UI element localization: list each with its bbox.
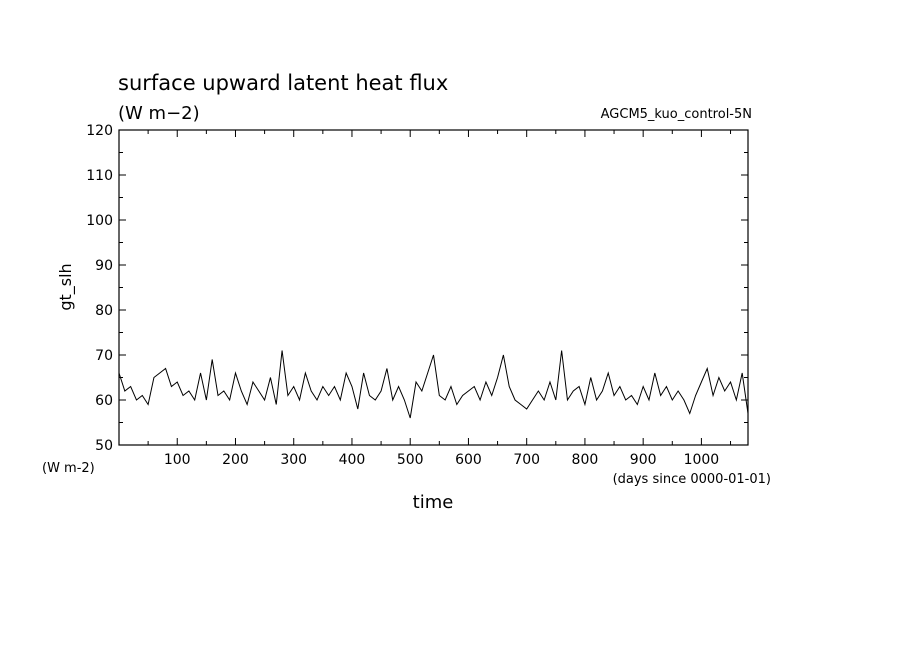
x-tick-label: 800: [572, 452, 599, 468]
plot-frame: [118, 129, 749, 446]
x-tick-label: 300: [280, 452, 307, 468]
chart-subtitle: (W m−2): [118, 103, 200, 124]
chart-title: surface upward latent heat flux: [118, 71, 448, 95]
x-tick-label: 500: [397, 452, 424, 468]
x-tick-label: 700: [513, 452, 540, 468]
series-line: [118, 350, 749, 419]
y-tick-label: 80: [95, 303, 113, 319]
y-unit-label: (W m-2): [42, 461, 95, 476]
y-tick-label: 90: [95, 258, 113, 274]
x-tick-label: 200: [222, 452, 249, 468]
x-unit-label: (days since 0000-01-01): [613, 472, 771, 487]
y-tick-label: 70: [95, 348, 113, 364]
x-tick-label: 100: [164, 452, 191, 468]
y-tick-label: 100: [86, 213, 113, 229]
y-tick-label: 50: [95, 438, 113, 454]
y-tick-label: 110: [86, 168, 113, 184]
x-axis-label: time: [413, 492, 454, 513]
x-tick-label: 600: [455, 452, 482, 468]
x-tick-label: 400: [339, 452, 366, 468]
y-axis-label: gt_slh: [56, 263, 76, 310]
y-tick-label: 60: [95, 393, 113, 409]
x-axis: 100 200 300 400 500 600 700 800 900 1000: [147, 130, 732, 468]
run-label: AGCM5_kuo_control-5N: [601, 107, 752, 122]
x-tick-label: 1000: [684, 452, 720, 468]
y-tick-label: 120: [86, 123, 113, 139]
y-axis: 50 60 70 80 90 100 110 120: [86, 123, 748, 454]
x-tick-label: 900: [630, 452, 657, 468]
